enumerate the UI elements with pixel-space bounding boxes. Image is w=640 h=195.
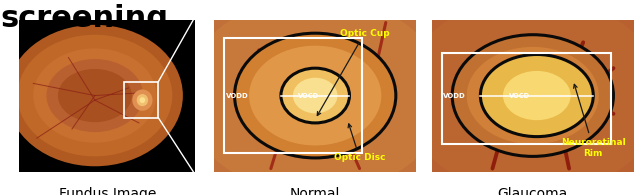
Ellipse shape [503,71,571,120]
Text: Normal: Normal [290,187,340,195]
Ellipse shape [249,46,381,145]
Ellipse shape [58,69,132,122]
Text: Neuroretinal
Rim: Neuroretinal Rim [561,84,626,158]
Bar [124,82,158,118]
Ellipse shape [402,0,640,194]
Ellipse shape [7,25,183,166]
Ellipse shape [481,54,593,137]
Ellipse shape [137,94,148,106]
Text: screening.: screening. [0,4,180,33]
Bar [225,38,362,153]
Ellipse shape [452,35,613,156]
Ellipse shape [33,48,157,143]
Text: VOCD: VOCD [509,93,530,98]
Text: VODD: VODD [443,93,466,98]
Ellipse shape [132,90,152,111]
Text: VODD: VODD [225,93,248,98]
Ellipse shape [467,47,599,144]
Ellipse shape [17,35,172,156]
Ellipse shape [47,59,143,132]
Ellipse shape [281,68,349,123]
Ellipse shape [184,0,446,194]
Text: Fundus Image: Fundus Image [58,187,156,195]
Ellipse shape [235,33,396,158]
Text: Optic Cup: Optic Cup [317,29,389,115]
Ellipse shape [140,97,145,103]
Text: VOCD: VOCD [298,93,319,98]
Bar [442,53,611,144]
Ellipse shape [293,78,337,113]
Text: Glaucoma: Glaucoma [498,187,568,195]
Text: Optic Disc: Optic Disc [334,124,385,162]
